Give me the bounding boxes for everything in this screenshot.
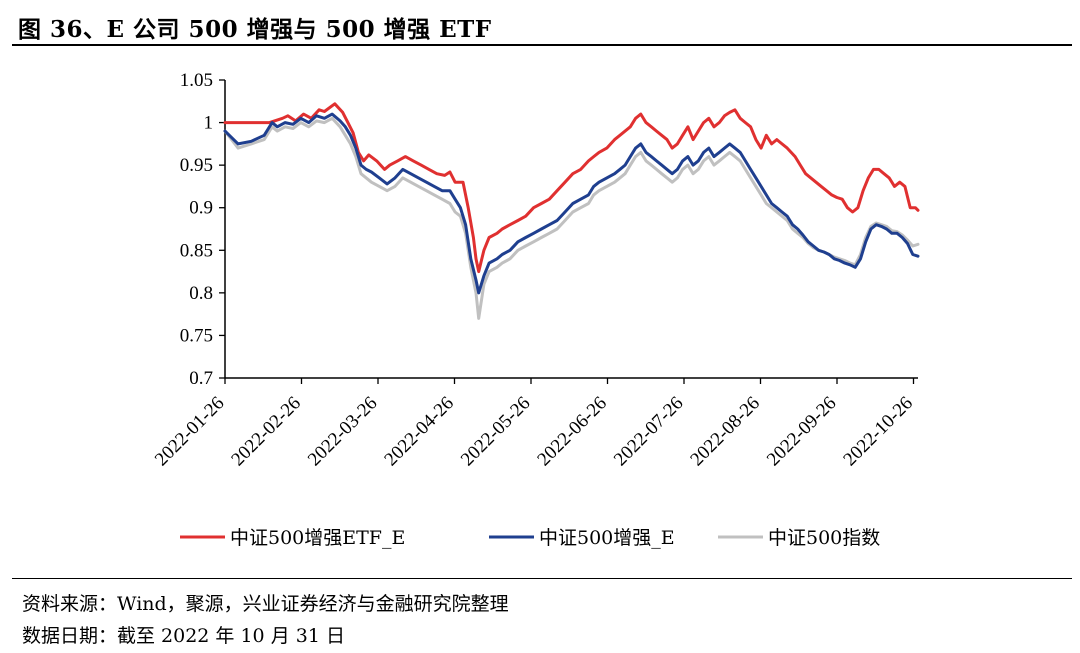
series-line-0	[223, 102, 920, 274]
legend: 中证500增强ETF_E 中证500增强_E 中证500指数	[180, 527, 880, 549]
x-tick-label: 2022-08-26	[686, 393, 764, 471]
x-tick-label: 2022-02-26	[227, 393, 305, 471]
source-note: 资料来源：Wind，聚源，兴业证券经济与金融研究院整理	[22, 593, 509, 615]
x-tick-label: 2022-09-26	[763, 393, 841, 471]
x-tick-label: 2022-04-26	[380, 393, 458, 471]
x-tick-label: 2022-10-26	[839, 393, 917, 471]
y-axis: 1.05 1 0.95 0.9 0.85 0.8 0.75 0.7	[180, 70, 226, 389]
legend-label-0: 中证500增强ETF_E	[230, 527, 405, 549]
x-axis: 2022-01-262022-02-262022-03-262022-04-26…	[151, 377, 918, 471]
y-tick-label: 0.85	[180, 240, 213, 261]
y-tick-label: 1.05	[180, 70, 213, 91]
y-tick-label: 0.95	[180, 155, 213, 176]
y-tick-label: 1	[204, 113, 214, 134]
figure-title: 图 36、E 公司 500 增强与 500 增强 ETF	[18, 16, 492, 43]
x-tick-label: 2022-05-26	[457, 393, 535, 471]
date-note: 数据日期：截至 2022 年 10 月 31 日	[22, 625, 345, 647]
x-tick-label: 2022-06-26	[533, 393, 611, 471]
y-tick-label: 0.75	[180, 325, 213, 346]
footer-divider	[12, 578, 1072, 579]
y-tick-label: 0.9	[189, 198, 213, 219]
title-divider	[12, 44, 1072, 46]
x-tick-label: 2022-07-26	[610, 393, 688, 471]
series-line-2	[223, 116, 920, 320]
legend-label-2: 中证500指数	[768, 527, 880, 549]
x-tick-label: 2022-03-26	[304, 393, 382, 471]
series-line-1	[223, 112, 920, 295]
plot-area	[223, 102, 920, 320]
x-tick-label: 2022-01-26	[151, 393, 229, 471]
legend-label-1: 中证500增强_E	[539, 527, 675, 549]
y-tick-label: 0.8	[189, 283, 213, 304]
y-tick-label: 0.7	[189, 368, 213, 389]
